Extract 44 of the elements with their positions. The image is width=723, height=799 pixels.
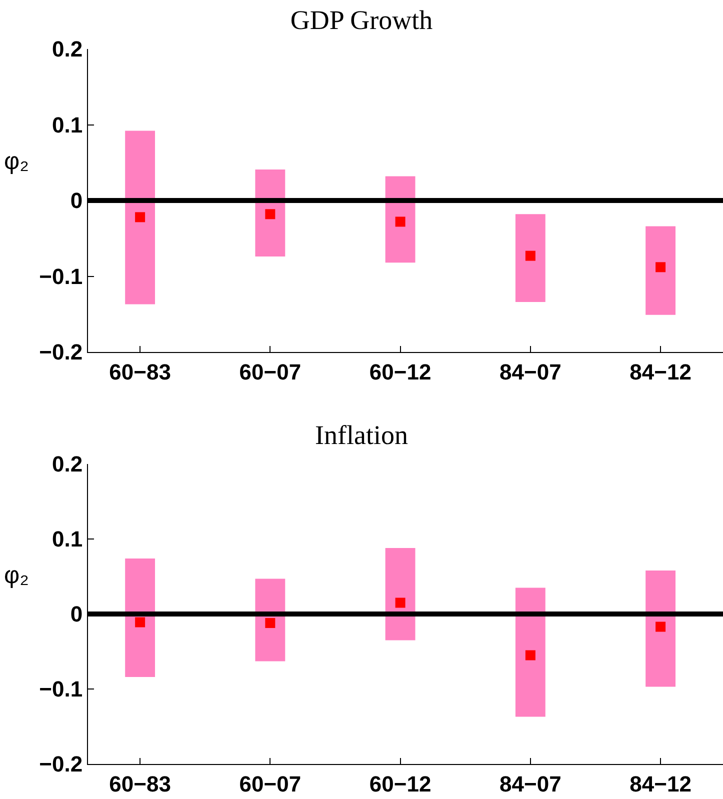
chart-title: GDP Growth (290, 4, 434, 35)
y-tick-label: −0.1 (39, 264, 83, 289)
y-tick-label: −0.2 (39, 752, 83, 777)
bar (255, 169, 286, 257)
point (395, 216, 406, 227)
x-tick-label: 60−83 (109, 359, 171, 384)
point (525, 250, 536, 261)
bar (255, 578, 286, 662)
y-tick-label: 0 (70, 188, 83, 214)
y-axis-title: φ₂ (4, 148, 29, 175)
x-tick-label: 60−12 (369, 771, 432, 796)
bar (385, 176, 416, 263)
x-tick-label: 84−07 (500, 771, 562, 796)
x-tick-label: 60−07 (239, 359, 302, 384)
x-tick-label: 60−07 (239, 771, 302, 796)
point (135, 212, 146, 222)
y-tick-label: −0.1 (39, 676, 83, 702)
x-tick-label: 84−12 (630, 359, 692, 384)
point (395, 598, 406, 608)
y-tick-label: 0.2 (52, 36, 83, 62)
y-tick-label: 0.1 (52, 526, 83, 552)
x-tick-label: 84−12 (630, 771, 692, 796)
bar (646, 226, 676, 315)
point (525, 650, 536, 660)
point (265, 209, 276, 220)
bar (515, 214, 546, 302)
x-tick-label: 84−07 (500, 359, 562, 384)
x-tick-label: 60−12 (369, 359, 432, 384)
y-tick-label: −0.2 (39, 340, 83, 365)
bar (515, 588, 546, 717)
point (656, 262, 666, 272)
point (135, 617, 146, 628)
y-tick-label: 0 (70, 602, 83, 627)
point (656, 622, 666, 632)
chart-title: Inflation (315, 420, 408, 450)
bar (646, 570, 676, 687)
x-tick-label: 60−83 (109, 771, 171, 796)
y-axis-title: φ₂ (4, 562, 29, 589)
bar (125, 130, 156, 304)
bar (385, 548, 416, 640)
point (265, 618, 276, 628)
bar (125, 558, 156, 677)
y-tick-label: 0.2 (52, 452, 83, 477)
y-tick-label: 0.1 (52, 112, 83, 138)
